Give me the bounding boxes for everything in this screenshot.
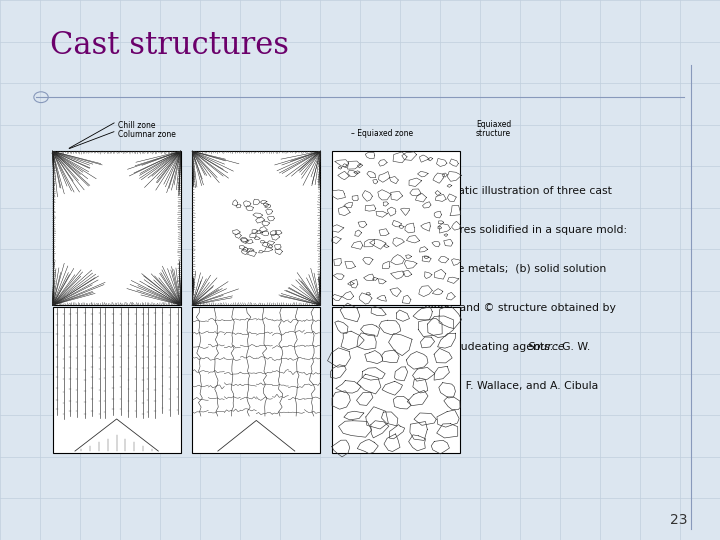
Text: structure: structure xyxy=(476,129,511,138)
Bar xyxy=(192,307,320,453)
Text: Equiaxed: Equiaxed xyxy=(476,119,511,129)
Text: Cast structures: Cast structures xyxy=(50,30,289,60)
Bar xyxy=(53,307,181,453)
Text: alloys; and © structure obtained by: alloys; and © structure obtained by xyxy=(421,303,616,313)
Text: Source: Source xyxy=(528,342,565,352)
Bar xyxy=(332,151,460,305)
Text: (c): (c) xyxy=(339,157,351,166)
Text: structures solidified in a square mold:: structures solidified in a square mold: xyxy=(421,225,627,235)
Text: 23: 23 xyxy=(670,512,688,526)
Text: – Equiaxed zone: – Equiaxed zone xyxy=(351,129,413,138)
Bar xyxy=(332,307,460,453)
Text: Form, J. F. Wallace, and A. Cibula: Form, J. F. Wallace, and A. Cibula xyxy=(421,381,598,391)
Text: (b): (b) xyxy=(199,157,212,166)
Text: Schematic illustration of three cast: Schematic illustration of three cast xyxy=(421,186,612,197)
Text: (a) pure metals;  (b) solid solution: (a) pure metals; (b) solid solution xyxy=(421,264,606,274)
Bar xyxy=(53,151,181,305)
Polygon shape xyxy=(75,419,158,451)
Text: Chill zone: Chill zone xyxy=(118,120,156,130)
Polygon shape xyxy=(218,421,294,451)
Text: Columnar zone: Columnar zone xyxy=(118,130,176,139)
Bar xyxy=(192,151,320,305)
Text: (a): (a) xyxy=(60,157,72,166)
Text: using nudeating agents.: using nudeating agents. xyxy=(421,342,560,352)
Text: : G. W.: : G. W. xyxy=(555,342,590,352)
